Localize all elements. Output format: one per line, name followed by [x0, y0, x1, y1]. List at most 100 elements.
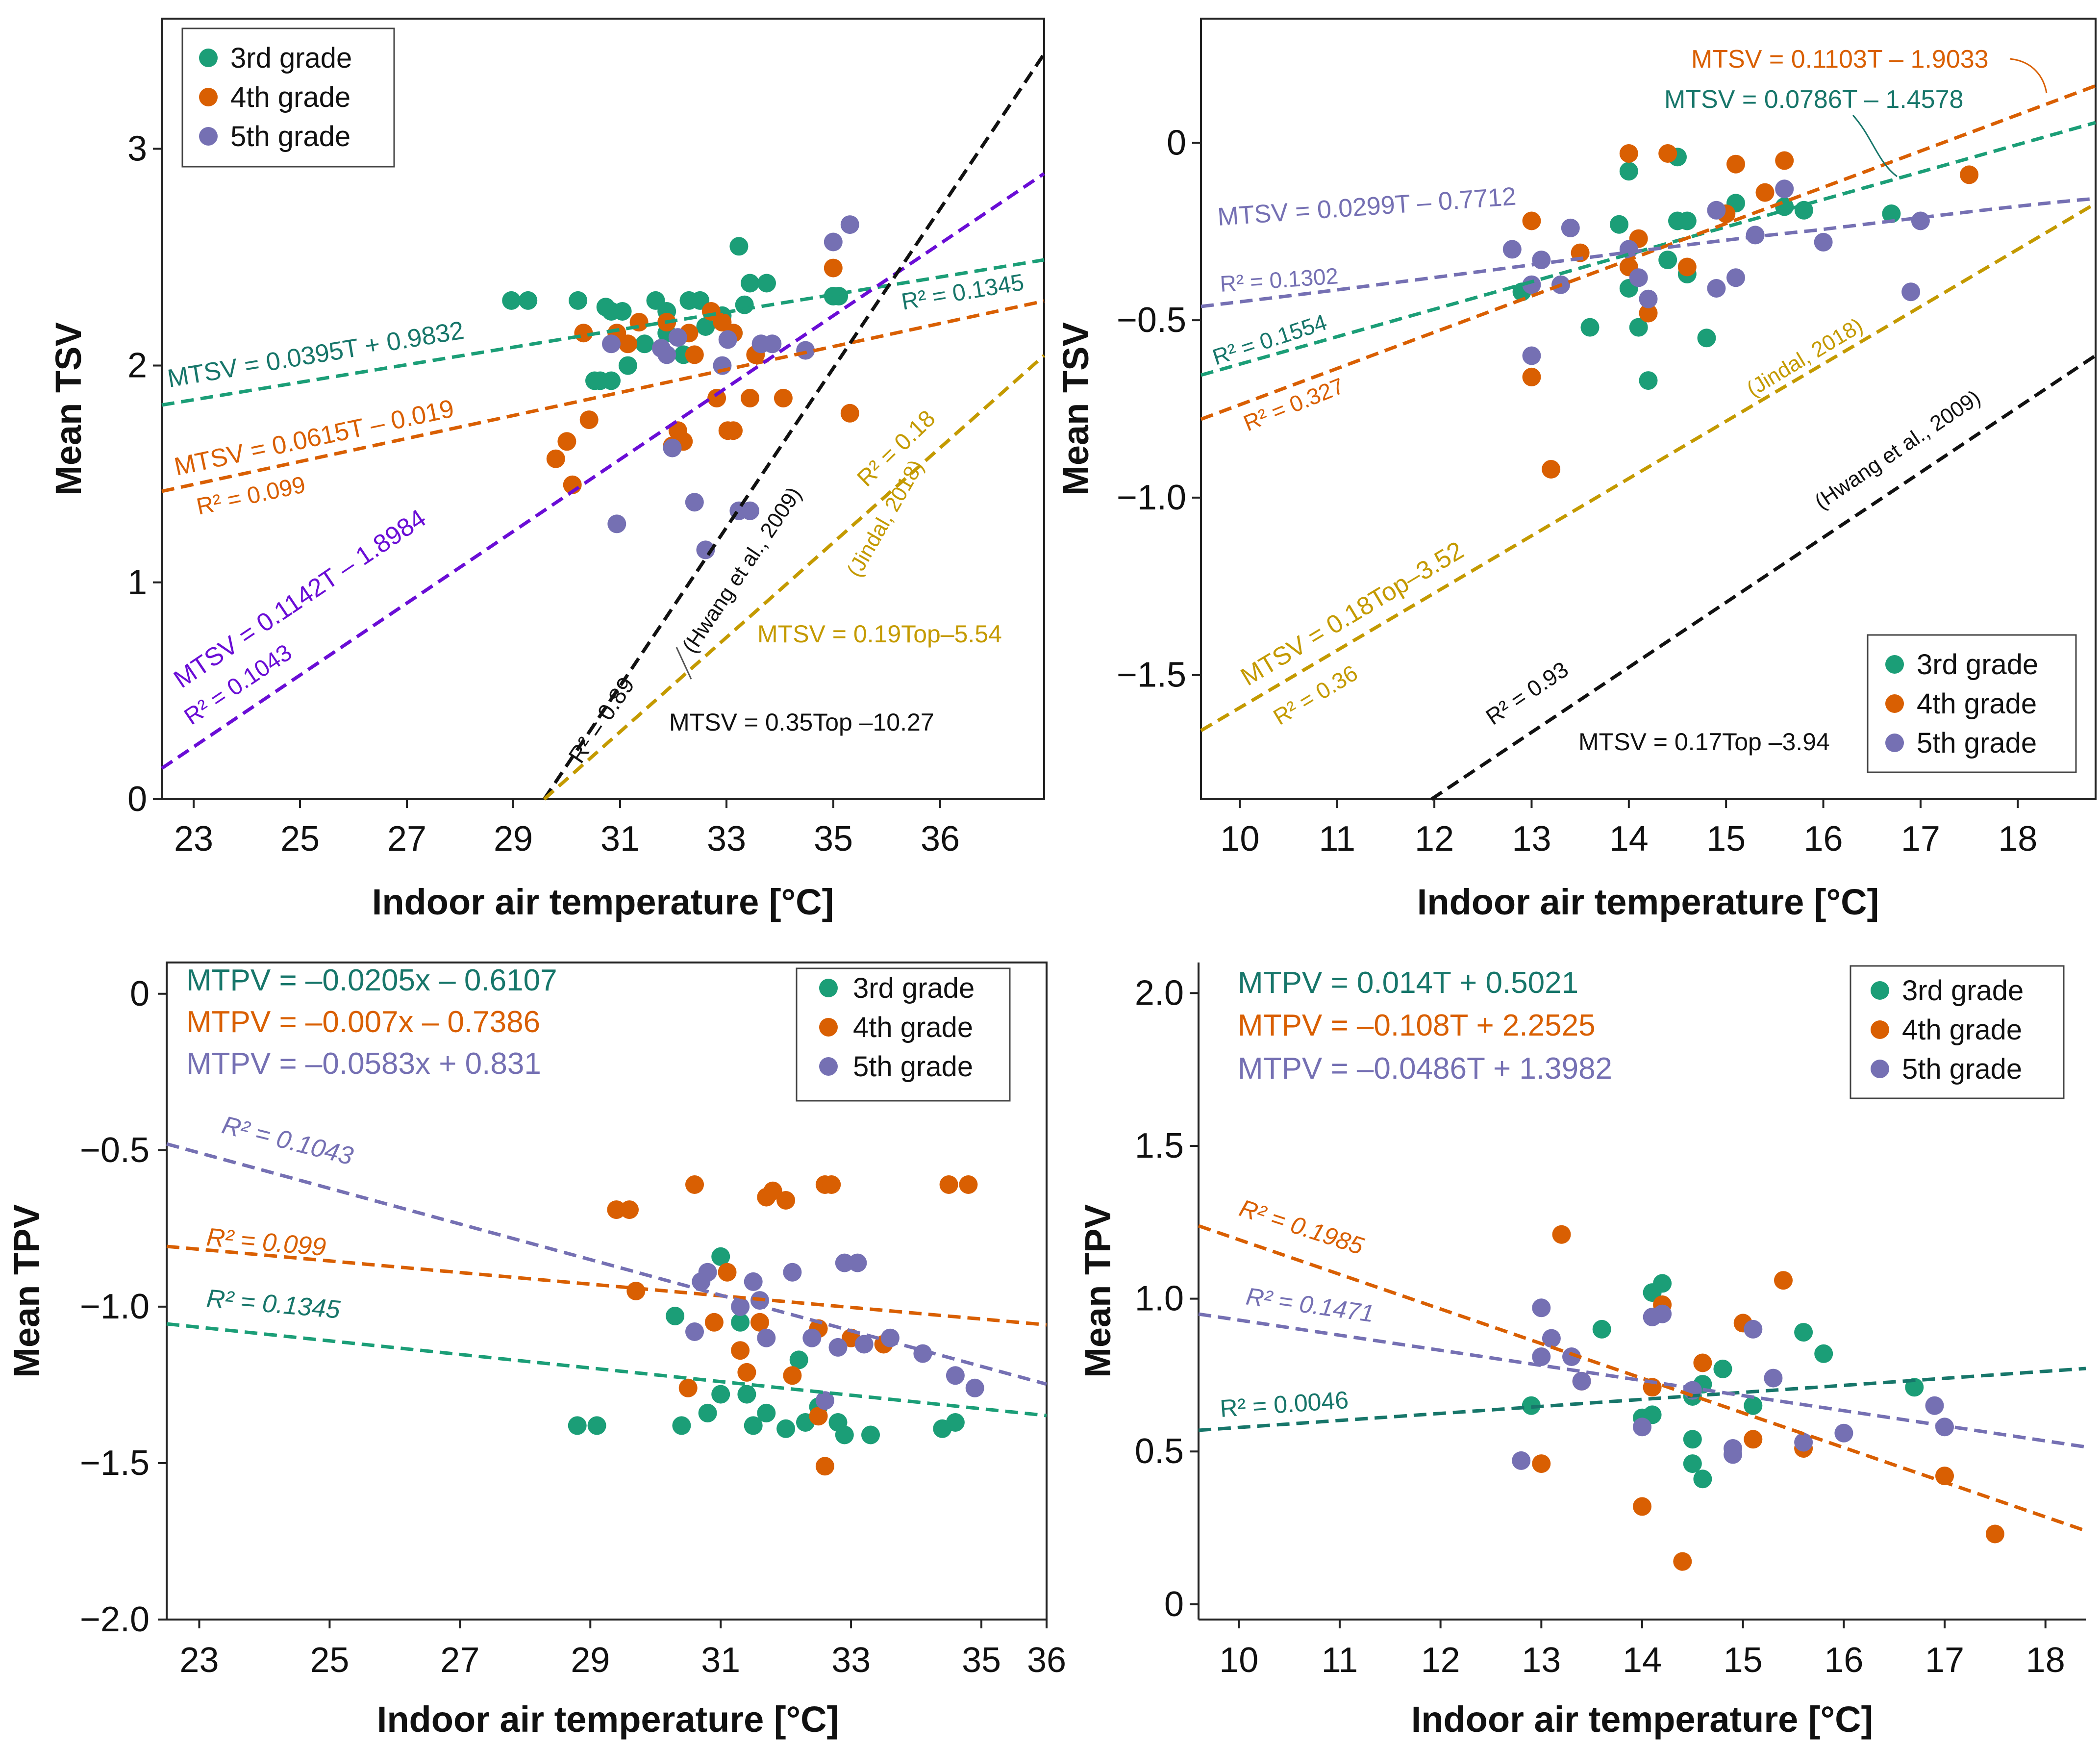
data-point-grade-5	[1925, 1396, 1944, 1415]
y-tick-label: −1.0	[1117, 478, 1186, 517]
source-label-hwang: (Hwang et al., 2009)	[1810, 385, 1985, 514]
data-point-grade-4	[1522, 367, 1541, 386]
y-tick-label: 1	[127, 563, 147, 602]
legend-label-3rd: 3rd grade	[230, 42, 352, 74]
ticks-layer: 23 25 27 29 31 33 35 36 0 −0.5 −1.0 −1.5 −2.0	[80, 974, 1066, 1680]
data-point-grade-3	[1794, 1323, 1813, 1342]
x-tick-label: 18	[2026, 1641, 2065, 1680]
legend-label-5th: 5th grade	[1902, 1053, 2022, 1085]
panel-top-right: 10 11 12 13 14 15 16 17 18 0 −0.5 −1.0 −1.5 3rd grad…	[1055, 18, 2097, 922]
data-point-grade-4	[685, 1175, 704, 1194]
data-point-grade-4	[704, 1313, 724, 1332]
x-tick-label: 27	[440, 1641, 479, 1680]
legend-label-5th: 5th grade	[853, 1051, 973, 1083]
data-point-grade-4	[959, 1175, 978, 1194]
data-point-grade-3	[776, 1419, 796, 1438]
data-point-grade-5	[651, 339, 671, 358]
data-point-grade-5	[1522, 346, 1541, 365]
legend-marker-5th	[819, 1057, 838, 1076]
data-point-grade-3	[1580, 318, 1600, 337]
y-tick-label: −0.5	[80, 1131, 150, 1170]
data-point-grade-4	[809, 1407, 828, 1426]
data-point-grade-4	[1744, 1430, 1763, 1449]
data-point-grade-4	[685, 345, 704, 364]
fit-label-3rd: MTSV = 0.0395T + 0.9832	[165, 316, 466, 393]
data-point-grade-4	[557, 432, 576, 451]
fit-line-4th-grade	[166, 1244, 1047, 1327]
y-tick-label: −1.5	[1117, 656, 1186, 695]
data-point-grade-3	[1619, 162, 1638, 181]
data-point-grade-5	[1911, 211, 1930, 230]
y-tick-label: 0.5	[1135, 1432, 1184, 1471]
x-tick-label: 27	[387, 819, 426, 859]
y-axis-title: Mean TSV	[1055, 322, 1096, 496]
y-axis-title: Mean TPV	[6, 1204, 47, 1378]
points-layer	[568, 1175, 984, 1476]
data-point-grade-4	[815, 1457, 834, 1476]
data-point-grade-5	[698, 1263, 717, 1282]
data-point-grade-3	[731, 1313, 750, 1332]
data-point-grade-3	[568, 1416, 587, 1435]
data-point-grade-5	[1562, 1347, 1581, 1366]
x-tick-label: 10	[1219, 1641, 1258, 1680]
x-axis-title: Indoor air temperature [°C]	[377, 1699, 839, 1740]
data-point-grade-4	[678, 1378, 698, 1397]
data-point-grade-5	[1794, 1433, 1813, 1452]
data-point-grade-4	[1522, 211, 1541, 230]
x-tick-label: 29	[571, 1641, 610, 1680]
data-point-grade-3	[635, 334, 654, 354]
data-point-grade-4	[1673, 1552, 1692, 1571]
x-tick-label: 15	[1706, 819, 1746, 859]
x-tick-label: 33	[831, 1641, 871, 1680]
fit-line-jindal	[543, 354, 1046, 801]
data-point-grade-3	[737, 1385, 756, 1404]
x-tick-label: 31	[600, 819, 640, 859]
data-point-grade-4	[1775, 151, 1794, 170]
r2-label-5th: R² = 0.1043	[219, 1111, 356, 1170]
fit-label-hwang: MTSV = 0.35Top –10.27	[669, 709, 934, 736]
data-point-grade-5	[946, 1366, 965, 1385]
y-tick-label: −0.5	[1117, 301, 1186, 340]
r2-label-3rd: R² = 0.0046	[1219, 1386, 1350, 1422]
y-tick-label: 2	[127, 346, 147, 385]
data-point-grade-4	[783, 1366, 802, 1385]
legend-box	[181, 27, 395, 168]
data-point-grade-4	[718, 1263, 737, 1282]
data-point-grade-4	[1633, 1497, 1651, 1516]
data-point-grade-3	[729, 237, 749, 256]
data-point-grade-5	[663, 438, 682, 457]
data-point-grade-5	[1724, 1439, 1743, 1458]
legend-label-5th: 5th grade	[230, 121, 350, 152]
data-point-grade-5	[668, 328, 687, 347]
data-point-grade-3	[1677, 211, 1697, 230]
data-point-grade-4	[776, 1191, 796, 1210]
x-tick-label: 13	[1522, 1641, 1561, 1680]
data-point-grade-5	[1512, 1451, 1531, 1470]
data-point-grade-5	[1542, 1329, 1561, 1348]
data-point-grade-4	[824, 258, 843, 278]
data-point-grade-4	[618, 334, 637, 354]
y-axis-title: Mean TSV	[48, 322, 89, 496]
data-point-grade-5	[835, 1253, 854, 1272]
data-point-grade-3	[696, 317, 715, 336]
data-point-grade-4	[822, 1175, 841, 1194]
x-tick-label: 36	[921, 819, 960, 859]
data-point-grade-4	[1542, 460, 1561, 479]
data-point-grade-3	[1794, 201, 1813, 220]
x-tick-label: 14	[1609, 819, 1649, 859]
data-point-grade-5	[1639, 289, 1658, 308]
y-tick-label: −1.0	[80, 1287, 150, 1326]
data-point-grade-5	[783, 1263, 802, 1282]
data-point-grade-5	[1834, 1423, 1853, 1443]
r2-label-4th: R² = 0.1985	[1236, 1194, 1367, 1260]
x-axis-title: Indoor air temperature [°C]	[1411, 1699, 1873, 1740]
r2-label-4th: R² = 0.099	[205, 1223, 327, 1262]
data-point-grade-3	[711, 1247, 730, 1266]
x-tick-label: 15	[1724, 1641, 1763, 1680]
fit-line-5th-grade	[1198, 1312, 2086, 1449]
y-tick-label: −1.5	[80, 1444, 150, 1483]
data-point-grade-3	[735, 295, 754, 314]
x-tick-label: 33	[707, 819, 746, 859]
data-point-grade-3	[1683, 1454, 1702, 1473]
